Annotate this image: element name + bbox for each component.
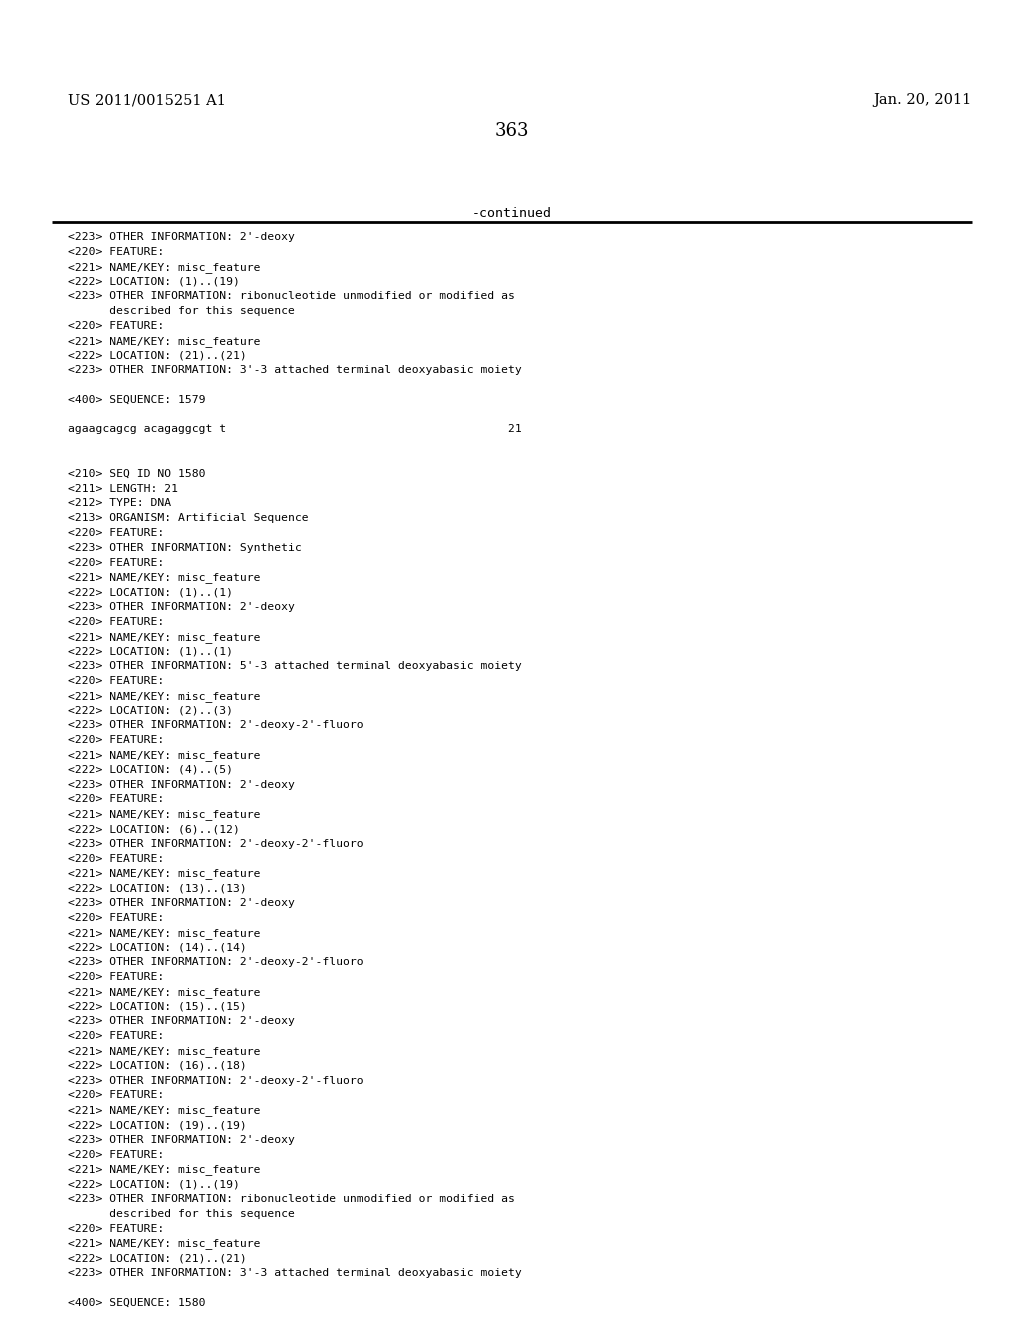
Text: <223> OTHER INFORMATION: ribonucleotide unmodified or modified as: <223> OTHER INFORMATION: ribonucleotide … [68,1195,515,1204]
Text: <222> LOCATION: (1)..(1): <222> LOCATION: (1)..(1) [68,647,233,656]
Text: <220> FEATURE:: <220> FEATURE: [68,854,164,863]
Text: <220> FEATURE:: <220> FEATURE: [68,676,164,686]
Text: <223> OTHER INFORMATION: 3'-3 attached terminal deoxyabasic moiety: <223> OTHER INFORMATION: 3'-3 attached t… [68,1269,522,1278]
Text: <223> OTHER INFORMATION: Synthetic: <223> OTHER INFORMATION: Synthetic [68,543,302,553]
Text: 363: 363 [495,121,529,140]
Text: <222> LOCATION: (14)..(14): <222> LOCATION: (14)..(14) [68,942,247,953]
Text: <220> FEATURE:: <220> FEATURE: [68,247,164,257]
Text: <222> LOCATION: (1)..(19): <222> LOCATION: (1)..(19) [68,1179,240,1189]
Text: <220> FEATURE:: <220> FEATURE: [68,528,164,539]
Text: <222> LOCATION: (16)..(18): <222> LOCATION: (16)..(18) [68,1061,247,1071]
Text: <222> LOCATION: (21)..(21): <222> LOCATION: (21)..(21) [68,350,247,360]
Text: <223> OTHER INFORMATION: 2'-deoxy-2'-fluoro: <223> OTHER INFORMATION: 2'-deoxy-2'-flu… [68,957,364,968]
Text: <223> OTHER INFORMATION: 2'-deoxy: <223> OTHER INFORMATION: 2'-deoxy [68,602,295,612]
Text: <222> LOCATION: (6)..(12): <222> LOCATION: (6)..(12) [68,824,240,834]
Text: <222> LOCATION: (4)..(5): <222> LOCATION: (4)..(5) [68,764,233,775]
Text: <220> FEATURE:: <220> FEATURE: [68,972,164,982]
Text: <222> LOCATION: (1)..(1): <222> LOCATION: (1)..(1) [68,587,233,597]
Text: <221> NAME/KEY: misc_feature: <221> NAME/KEY: misc_feature [68,750,260,760]
Text: <223> OTHER INFORMATION: 2'-deoxy: <223> OTHER INFORMATION: 2'-deoxy [68,1135,295,1144]
Text: <222> LOCATION: (1)..(19): <222> LOCATION: (1)..(19) [68,276,240,286]
Text: <221> NAME/KEY: misc_feature: <221> NAME/KEY: misc_feature [68,1045,260,1057]
Text: <212> TYPE: DNA: <212> TYPE: DNA [68,499,171,508]
Text: Jan. 20, 2011: Jan. 20, 2011 [873,92,972,107]
Text: <223> OTHER INFORMATION: 2'-deoxy: <223> OTHER INFORMATION: 2'-deoxy [68,1016,295,1027]
Text: <222> LOCATION: (2)..(3): <222> LOCATION: (2)..(3) [68,706,233,715]
Text: <220> FEATURE:: <220> FEATURE: [68,913,164,923]
Text: <221> NAME/KEY: misc_feature: <221> NAME/KEY: misc_feature [68,1164,260,1175]
Text: <210> SEQ ID NO 1580: <210> SEQ ID NO 1580 [68,469,206,479]
Text: <222> LOCATION: (19)..(19): <222> LOCATION: (19)..(19) [68,1119,247,1130]
Text: described for this sequence: described for this sequence [68,306,295,315]
Text: US 2011/0015251 A1: US 2011/0015251 A1 [68,92,226,107]
Text: <223> OTHER INFORMATION: ribonucleotide unmodified or modified as: <223> OTHER INFORMATION: ribonucleotide … [68,292,515,301]
Text: <220> FEATURE:: <220> FEATURE: [68,616,164,627]
Text: <223> OTHER INFORMATION: 3'-3 attached terminal deoxyabasic moiety: <223> OTHER INFORMATION: 3'-3 attached t… [68,366,522,375]
Text: <220> FEATURE:: <220> FEATURE: [68,1150,164,1159]
Text: described for this sequence: described for this sequence [68,1209,295,1218]
Text: <222> LOCATION: (15)..(15): <222> LOCATION: (15)..(15) [68,1002,247,1011]
Text: <400> SEQUENCE: 1579: <400> SEQUENCE: 1579 [68,395,206,405]
Text: <221> NAME/KEY: misc_feature: <221> NAME/KEY: misc_feature [68,631,260,643]
Text: <223> OTHER INFORMATION: 2'-deoxy: <223> OTHER INFORMATION: 2'-deoxy [68,780,295,789]
Text: <220> FEATURE:: <220> FEATURE: [68,321,164,331]
Text: <211> LENGTH: 21: <211> LENGTH: 21 [68,483,178,494]
Text: <220> FEATURE:: <220> FEATURE: [68,795,164,804]
Text: <221> NAME/KEY: misc_feature: <221> NAME/KEY: misc_feature [68,573,260,583]
Text: <220> FEATURE:: <220> FEATURE: [68,1031,164,1041]
Text: <220> FEATURE:: <220> FEATURE: [68,1224,164,1234]
Text: <223> OTHER INFORMATION: 2'-deoxy-2'-fluoro: <223> OTHER INFORMATION: 2'-deoxy-2'-flu… [68,721,364,730]
Text: <213> ORGANISM: Artificial Sequence: <213> ORGANISM: Artificial Sequence [68,513,308,523]
Text: <223> OTHER INFORMATION: 2'-deoxy: <223> OTHER INFORMATION: 2'-deoxy [68,898,295,908]
Text: <223> OTHER INFORMATION: 2'-deoxy-2'-fluoro: <223> OTHER INFORMATION: 2'-deoxy-2'-flu… [68,1076,364,1085]
Text: <220> FEATURE:: <220> FEATURE: [68,735,164,746]
Text: <223> OTHER INFORMATION: 2'-deoxy: <223> OTHER INFORMATION: 2'-deoxy [68,232,295,242]
Text: <223> OTHER INFORMATION: 2'-deoxy-2'-fluoro: <223> OTHER INFORMATION: 2'-deoxy-2'-flu… [68,838,364,849]
Text: <220> FEATURE:: <220> FEATURE: [68,557,164,568]
Text: <222> LOCATION: (21)..(21): <222> LOCATION: (21)..(21) [68,1253,247,1263]
Text: <221> NAME/KEY: misc_feature: <221> NAME/KEY: misc_feature [68,261,260,272]
Text: <221> NAME/KEY: misc_feature: <221> NAME/KEY: misc_feature [68,809,260,820]
Text: <222> LOCATION: (13)..(13): <222> LOCATION: (13)..(13) [68,883,247,894]
Text: <221> NAME/KEY: misc_feature: <221> NAME/KEY: misc_feature [68,1238,260,1249]
Text: -continued: -continued [472,207,552,220]
Text: <221> NAME/KEY: misc_feature: <221> NAME/KEY: misc_feature [68,869,260,879]
Text: <221> NAME/KEY: misc_feature: <221> NAME/KEY: misc_feature [68,928,260,939]
Text: <221> NAME/KEY: misc_feature: <221> NAME/KEY: misc_feature [68,987,260,998]
Text: <221> NAME/KEY: misc_feature: <221> NAME/KEY: misc_feature [68,690,260,702]
Text: <221> NAME/KEY: misc_feature: <221> NAME/KEY: misc_feature [68,1105,260,1117]
Text: <220> FEATURE:: <220> FEATURE: [68,1090,164,1101]
Text: <400> SEQUENCE: 1580: <400> SEQUENCE: 1580 [68,1298,206,1308]
Text: <223> OTHER INFORMATION: 5'-3 attached terminal deoxyabasic moiety: <223> OTHER INFORMATION: 5'-3 attached t… [68,661,522,671]
Text: agaagcagcg acagaggcgt t                                         21: agaagcagcg acagaggcgt t 21 [68,425,522,434]
Text: <221> NAME/KEY: misc_feature: <221> NAME/KEY: misc_feature [68,335,260,347]
